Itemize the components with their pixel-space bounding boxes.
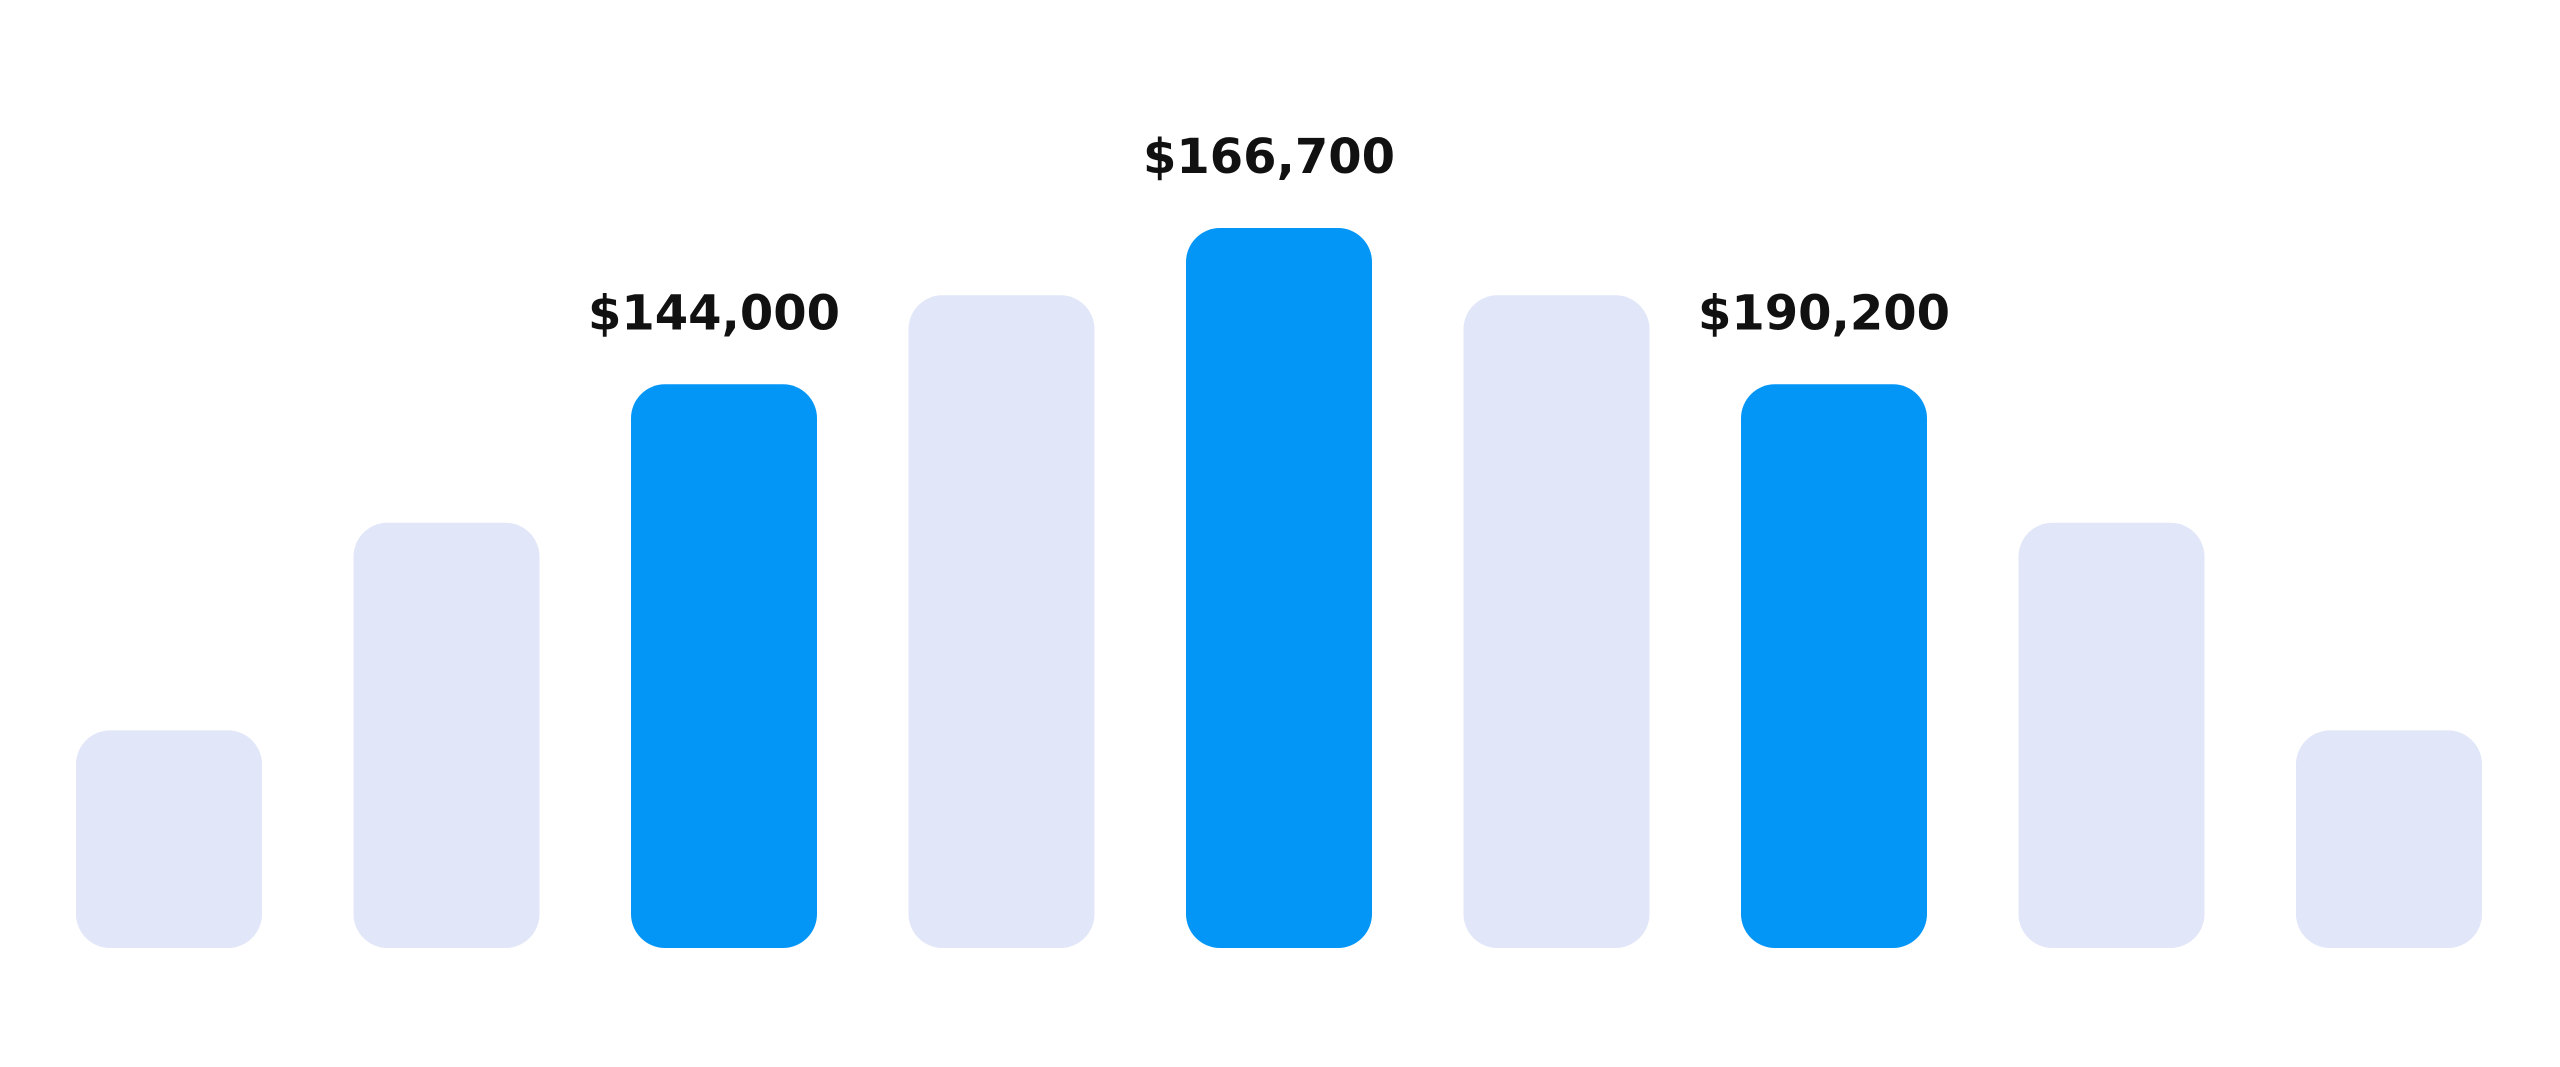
bar — [2296, 730, 2482, 948]
bar — [1463, 295, 1650, 948]
bar — [353, 522, 540, 948]
highlighted-bar — [1741, 384, 1927, 948]
highlighted-bar — [631, 384, 817, 948]
bars-group — [76, 228, 2482, 948]
bar-value-label: $190,200 — [1698, 285, 1950, 341]
bar — [2018, 522, 2205, 948]
bar — [908, 295, 1095, 948]
data-labels-group: $144,000 $166,700 $190,200 — [588, 129, 1950, 341]
bar — [76, 730, 262, 948]
bar-value-label: $166,700 — [1143, 129, 1395, 185]
highlighted-bar — [1186, 228, 1372, 948]
bar-value-label: $144,000 — [588, 285, 840, 341]
